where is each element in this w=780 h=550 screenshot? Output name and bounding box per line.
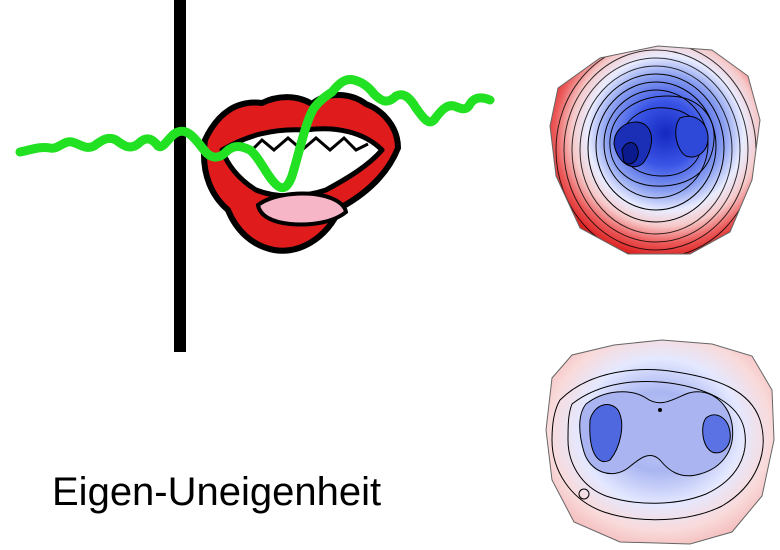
topographic-map-strong bbox=[549, 45, 761, 255]
topographic-map-weak bbox=[545, 339, 775, 545]
caption-text: Eigen-Uneigenheit bbox=[52, 470, 382, 514]
marker-line bbox=[174, 0, 186, 352]
signal-trace bbox=[15, 75, 495, 193]
lips-icon bbox=[201, 92, 401, 254]
